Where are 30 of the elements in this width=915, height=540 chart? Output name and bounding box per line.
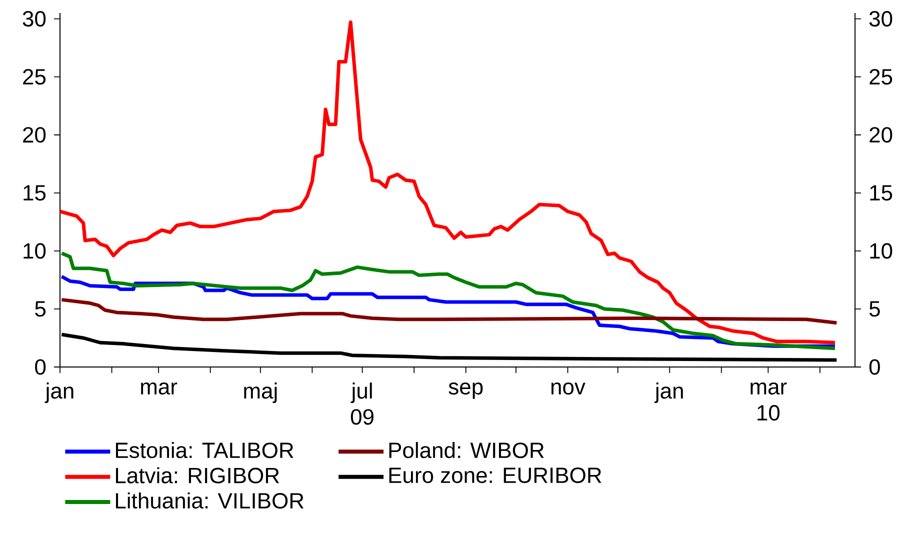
y2-tick-label: 25 <box>23 69 46 85</box>
x-tick-label: mar <box>141 382 178 395</box>
legend-label: Poland: WIBOR <box>389 442 544 458</box>
y-tick-label: 20 <box>870 127 892 143</box>
y2-tick-label: 5 <box>35 301 46 317</box>
legend-label: Euro zone: EURIBOR <box>389 468 602 484</box>
y-tick-label: 0 <box>869 359 880 375</box>
x-tick-label: sep <box>448 382 483 399</box>
legend-label: Lithuania: VILIBOR <box>116 492 304 509</box>
line-series <box>60 298 838 325</box>
y-tick-label: 25 <box>870 69 892 85</box>
x-tick-label: jan <box>654 382 683 404</box>
x-tick-label: jul 09 <box>350 382 374 425</box>
y2-tick-label: 30 <box>22 11 46 27</box>
x-tick-label: mar 10 <box>750 382 787 421</box>
line-series <box>60 252 837 350</box>
legend-label: Estonia: TALIBOR <box>116 442 294 458</box>
y-tick-label: 5 <box>869 301 880 317</box>
y-tick-label: 15 <box>870 185 892 201</box>
y-tick-label: 10 <box>870 243 892 259</box>
y2-tick-label: 15 <box>24 185 46 201</box>
y2-tick-label: 10 <box>24 243 46 259</box>
y2-tick-label: 20 <box>23 127 46 143</box>
x-tick-label: nov <box>551 382 586 395</box>
legend-label: Latvia: RIGIBOR <box>116 467 280 484</box>
line-series <box>60 20 837 344</box>
x-tick-label: jan <box>44 382 74 404</box>
x-tick-label: maj <box>244 382 277 404</box>
y2-tick-label: 0 <box>35 359 46 375</box>
y-tick-label: 30 <box>869 11 892 27</box>
